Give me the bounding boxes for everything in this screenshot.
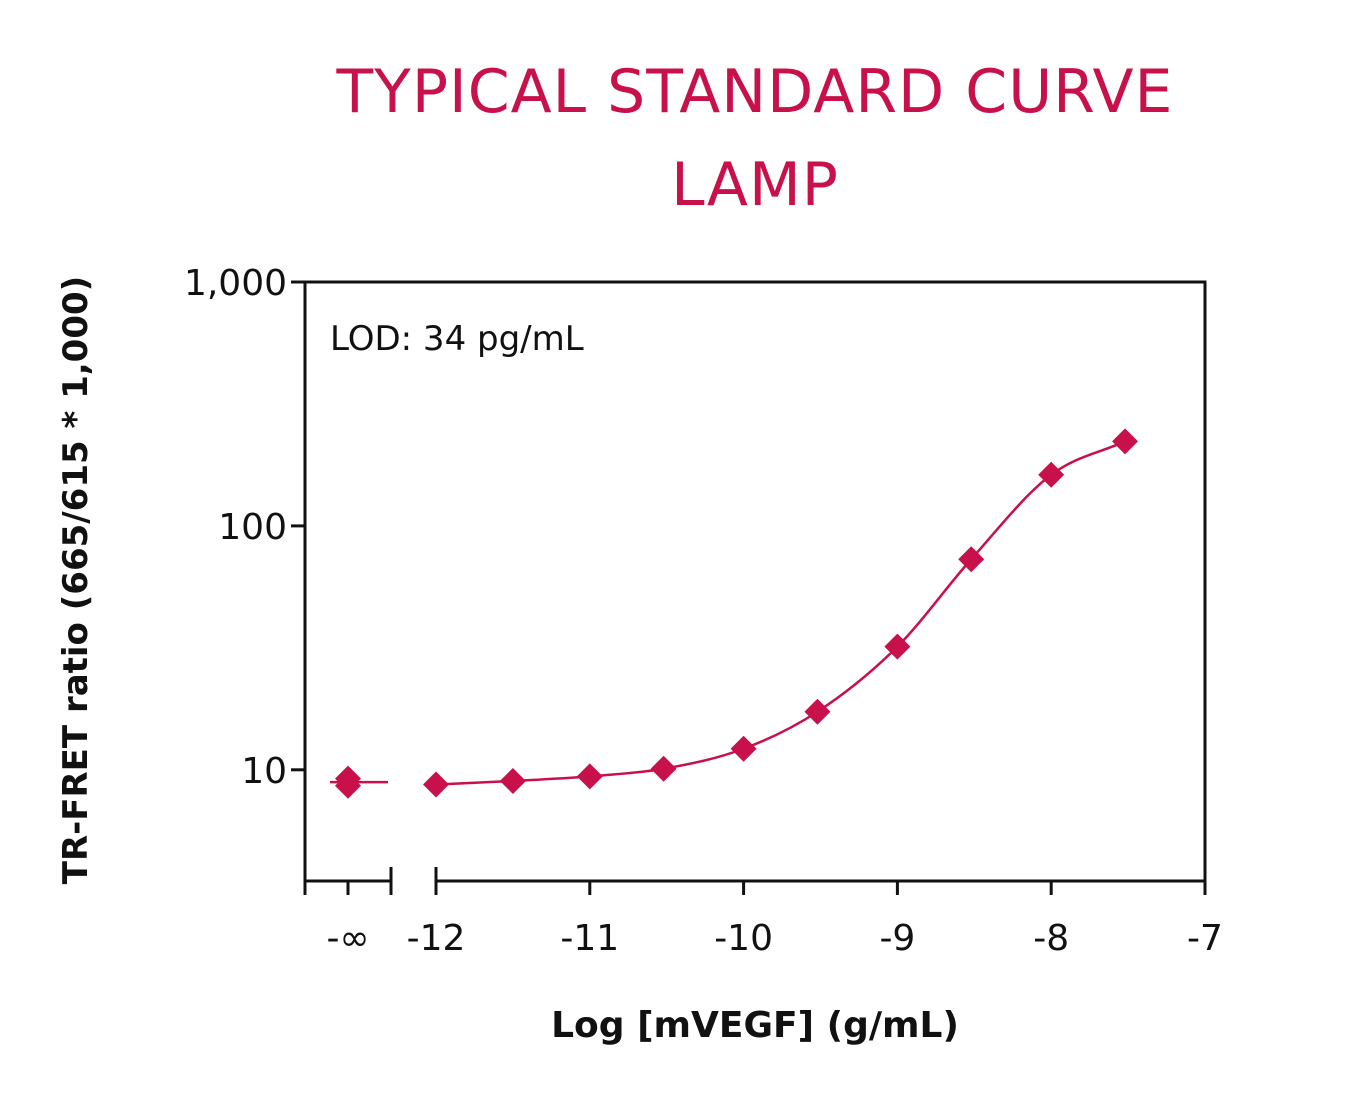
x-tick-label: -7 [1187,918,1223,959]
x-axis-label: Log [mVEGF] (g/mL) [551,1005,959,1046]
fitted-curve [435,440,1126,786]
data-point [730,735,757,762]
data-point [958,546,985,573]
x-tick-label: -12 [407,918,466,959]
y-tick-label: 100 [218,507,287,548]
chart-title-line-1: TYPICAL STANDARD CURVE [336,57,1174,127]
x-tick-label: -8 [1033,918,1069,959]
plot-frame [303,280,1207,883]
data-point [804,698,831,725]
y-tick-label: 10 [241,751,287,792]
data-point [1112,428,1139,455]
data-point-zero [335,772,361,799]
data-point [1038,461,1065,488]
chart-title-line-2: LAMP [671,150,839,220]
x-tick-label-neg-infinity: -∞ [327,918,370,959]
x-tick-label: -10 [714,918,773,959]
data-point [423,771,449,798]
x-tick-label: -11 [560,918,619,959]
data-point [499,767,526,794]
data-point [650,755,677,782]
y-tick-label: 1,000 [184,263,287,304]
lod-annotation: LOD: 34 pg/mL [330,319,584,359]
data-point [884,633,911,660]
x-tick-label: -9 [879,918,915,959]
data-point [576,763,603,790]
